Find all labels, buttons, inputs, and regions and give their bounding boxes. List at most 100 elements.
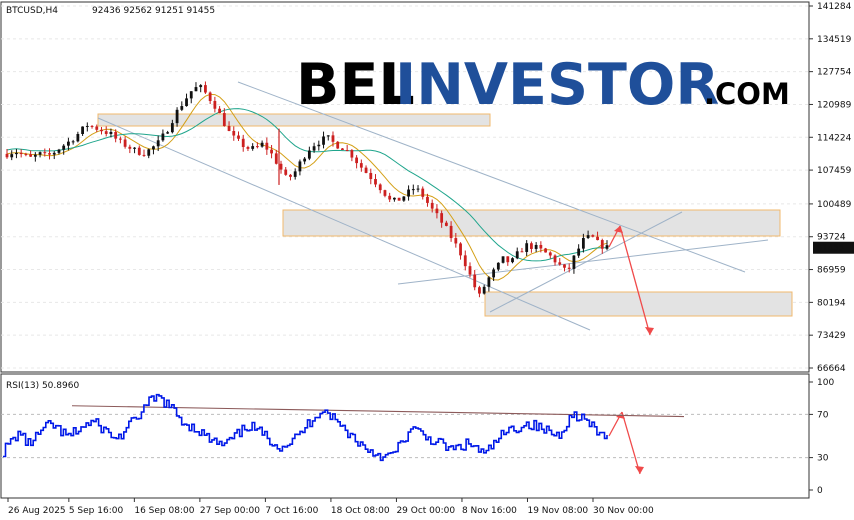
candle-body [142,154,146,156]
candle-body [397,197,401,201]
price-tick-label: 73429 [817,331,846,341]
candle-body [591,235,595,237]
logo-suffix-text: .COM [704,77,790,111]
forecast-arrow-head [614,226,623,233]
candle-body [52,152,56,155]
candle-body [128,146,132,149]
ma-slow-line [6,108,608,262]
price-tick-label: 66664 [817,364,846,374]
candle-body [463,255,467,267]
candle-body [279,163,283,170]
candle-body [29,154,33,157]
candle-body [326,135,330,137]
candle-body [85,125,89,127]
candle-body [444,222,448,226]
price-panel-frame [0,1,810,373]
candle-body [237,135,240,139]
channel-line [97,117,591,331]
ohlc-values: 92436 92562 91251 91455 [92,6,215,16]
candle-body [393,197,396,200]
candle-body [383,190,387,196]
candle-body [369,172,373,180]
candle-body [123,139,127,147]
candle-body [534,244,538,249]
candle-body [435,208,439,214]
candle-body [553,255,557,263]
candle-body [378,184,382,191]
candle-body [251,146,255,149]
candle-body [350,150,354,158]
candle-body [449,225,453,239]
support-resistance-zone [97,113,491,127]
candle-body [166,132,170,134]
candle-body [331,135,335,142]
candle-body [222,113,226,127]
price-tick-label: 120989 [817,100,852,110]
candle-body [454,238,458,244]
time-tick-label: 18 Oct 08:00 [331,506,390,516]
candle-body [260,142,264,147]
candle-body [317,144,321,147]
candle-body [76,133,80,142]
candle-body [270,149,273,154]
channel-line [489,211,683,313]
candle-body [232,130,236,136]
candle-body [388,195,392,200]
candle-body [345,149,349,151]
price-tick-label: 86959 [817,266,846,276]
candle-body [38,152,42,155]
candle-body [478,287,481,294]
candle-body [430,202,434,209]
candle-body [303,158,307,162]
candle-body [175,109,179,124]
candle-body [180,106,184,110]
candle-body [152,146,155,150]
candle-body [19,152,23,155]
candle-body [567,267,571,269]
candle-body [62,145,66,150]
candle-body [482,286,486,294]
candle-body [246,147,250,149]
price-tick-label: 100489 [817,200,852,210]
candle-body [57,149,61,153]
last-price-label: 91455 [817,244,844,254]
candle-body [293,171,297,177]
candle-body [558,262,562,265]
candle-body [5,153,9,158]
candle-body [189,91,193,99]
logo-right-text: INVESTOR [395,52,719,118]
rsi-tick-label: 30 [817,454,829,464]
candle-body [572,255,576,269]
candle-body [600,240,604,249]
candle-body [298,161,302,172]
candle-body [407,189,410,197]
candle-body [596,236,599,241]
candle-body [137,147,141,155]
candle-body [289,174,292,177]
candle-body [416,188,420,190]
candle-body [133,147,136,149]
time-tick-label: 16 Sep 08:00 [134,506,194,516]
channel-line [397,239,769,285]
candle-body [274,153,278,164]
candle-body [586,235,590,239]
candle-body [581,238,585,249]
candle-body [525,243,529,252]
candle-body [71,141,75,143]
forecast-arrow-head [645,327,654,335]
time-tick-label: 7 Oct 16:00 [265,506,318,516]
ma-fast-line [6,93,608,281]
support-resistance-zone [282,209,781,237]
price-tick-label: 80194 [817,298,846,308]
time-tick-label: 5 Sep 16:00 [69,506,124,516]
candle-body [81,126,84,134]
price-tick-label: 93724 [817,233,846,243]
candle-body [213,100,217,109]
candle-body [312,146,316,151]
candle-body [426,196,429,203]
candle-body [506,256,510,263]
candle-body [307,150,311,159]
time-tick-label: 29 Oct 00:00 [396,506,455,516]
time-tick-label: 26 Aug 2025 [8,506,66,516]
